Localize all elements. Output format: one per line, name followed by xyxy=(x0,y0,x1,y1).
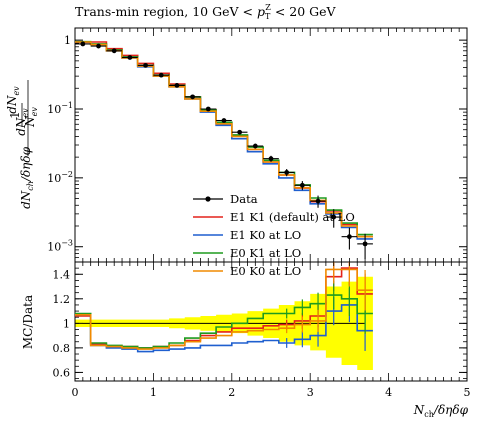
data-point xyxy=(205,106,211,112)
data-point xyxy=(174,83,180,88)
main-y-tick-label: 1 xyxy=(64,34,71,47)
data-points xyxy=(75,41,373,260)
legend-marker-dot xyxy=(205,196,211,202)
ratio-y-tick-label: 1.2 xyxy=(53,293,71,306)
main-y-axis-label: dNch/δηδφ xyxy=(19,146,35,209)
main-series-line-3 xyxy=(75,41,373,238)
data-point xyxy=(237,129,243,135)
legend-label: Data xyxy=(230,192,258,206)
data-point xyxy=(221,118,227,123)
svg-text:dNev: dNev xyxy=(14,108,30,136)
data-point xyxy=(347,234,352,240)
x-tick-label: 2 xyxy=(228,386,235,399)
svg-text:MC/Data: MC/Data xyxy=(21,295,35,349)
legend-label: E0 K1 at LO xyxy=(230,246,301,260)
data-point xyxy=(127,55,133,60)
ratio-axis-ticks: 0.6 0.8 1 1.2 1.4 0 1 2 3 4 5 xyxy=(53,262,471,399)
data-point xyxy=(190,94,196,100)
x-tick-label: 3 xyxy=(307,386,314,399)
ratio-y-tick-label: 1.4 xyxy=(53,268,71,281)
svg-text:dNch/δηδφ: dNch/δηδφ xyxy=(19,146,35,209)
ratio-y-tick-label: 0.8 xyxy=(53,342,71,355)
main-plot-panel xyxy=(74,27,468,263)
main-y-axis-label-frac: dNev xyxy=(14,80,30,156)
data-point xyxy=(252,143,258,149)
data-point xyxy=(362,241,368,247)
main-frame xyxy=(74,27,468,263)
data-point xyxy=(111,48,117,54)
ratio-plot-series xyxy=(75,262,373,353)
data-point xyxy=(268,156,274,162)
x-tick-label: 1 xyxy=(150,386,157,399)
data-point xyxy=(299,182,305,188)
svg-text:Nev: Nev xyxy=(23,107,39,128)
main-y-tick-label: 10−3 xyxy=(47,239,73,254)
legend-label: E1 K0 at LO xyxy=(230,228,301,242)
ratio-series-line-3 xyxy=(75,268,373,350)
main-y-axis-label-upper: dNev xyxy=(5,86,21,114)
ratio-y-axis-label: MC/Data xyxy=(21,295,35,349)
data-point xyxy=(96,43,101,49)
data-point xyxy=(158,72,164,78)
data-point xyxy=(331,214,337,220)
main-series-line-0 xyxy=(75,41,373,238)
legend-label: E1 K1 (default) at LO xyxy=(230,210,355,224)
x-axis-label: Nch/δηδφ xyxy=(413,403,469,419)
data-point xyxy=(315,198,321,204)
data-point xyxy=(143,62,148,68)
chart-title: Trans-min region, 10 GeV < pTZ < 20 GeV xyxy=(75,3,337,21)
x-tick-label: 5 xyxy=(464,386,471,399)
ratio-series-line-1 xyxy=(75,304,373,353)
chart-legend: Data E1 K1 (default) at LO E1 K0 at LO E0 K… xyxy=(193,192,355,278)
main-y-axis-label-first: 1 Nev xyxy=(8,103,39,128)
main-series-line-2 xyxy=(75,40,373,236)
main-y-tick-label: 10−2 xyxy=(47,170,73,185)
svg-text:dNev: dNev xyxy=(5,86,21,114)
ratio-y-tick-label: 0.6 xyxy=(53,366,71,379)
x-tick-label: 0 xyxy=(72,386,79,399)
legend-label: E0 K0 at LO xyxy=(230,264,301,278)
data-point xyxy=(284,170,290,175)
data-point xyxy=(80,41,86,47)
main-axis-ticks: 1 10−1 10−2 10−3 xyxy=(47,28,468,263)
ratio-y-tick-label: 1 xyxy=(63,317,70,330)
main-y-tick-label: 10−1 xyxy=(47,101,73,116)
svg-text:1: 1 xyxy=(8,111,22,119)
x-tick-label: 4 xyxy=(385,386,392,399)
